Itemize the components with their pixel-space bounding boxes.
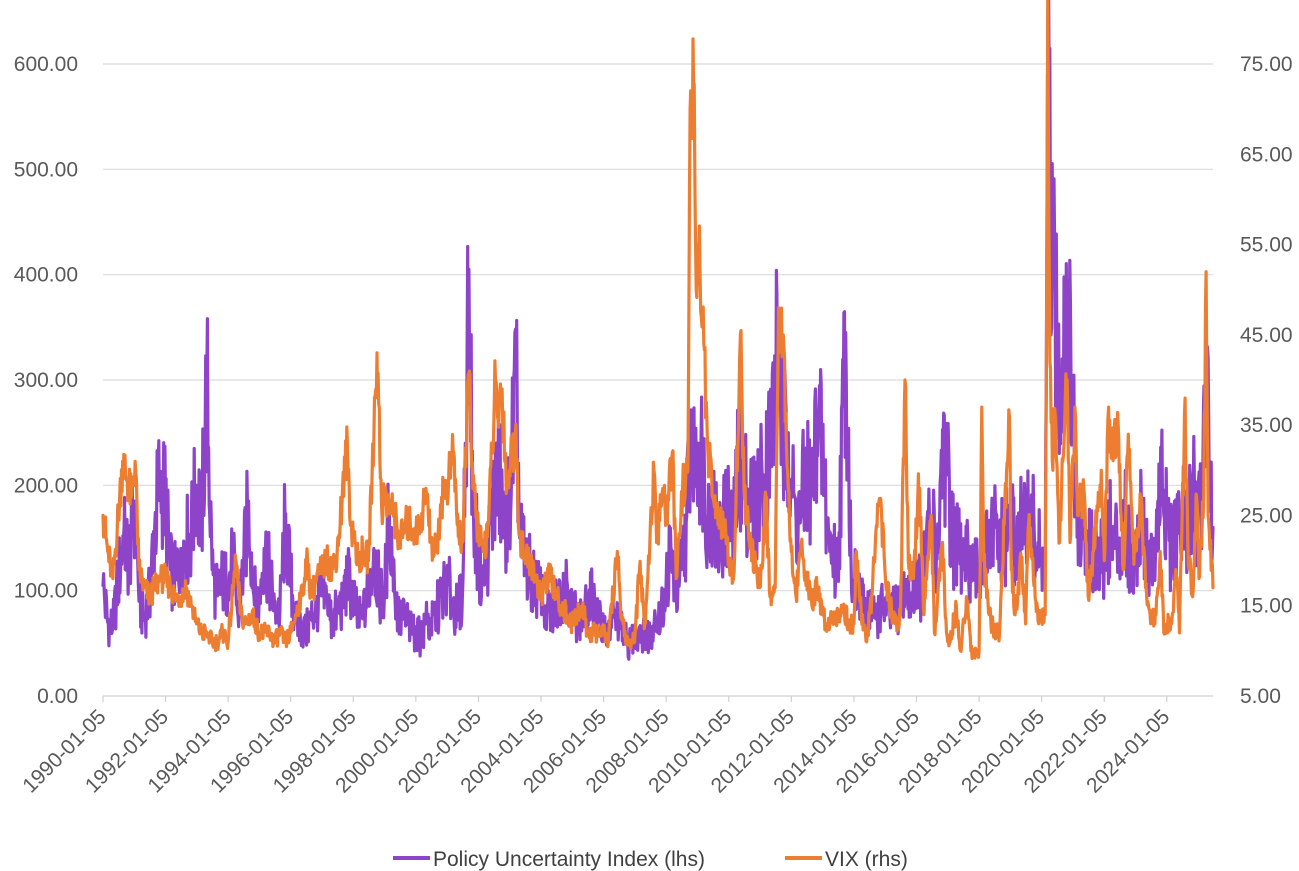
series-lines <box>101 0 1215 661</box>
x-axis: 1990-01-051992-01-051994-01-051996-01-05… <box>18 695 1213 797</box>
right-y-tick-label: 75.00 <box>1240 53 1293 76</box>
left-y-tick-label: 200.00 <box>14 474 78 497</box>
left-y-tick-label: 500.00 <box>14 158 78 181</box>
right-y-tick-label: 25.00 <box>1240 504 1293 527</box>
right-y-tick-label: 5.00 <box>1240 685 1281 708</box>
left-y-tick-label: 400.00 <box>14 264 78 287</box>
left-y-tick-label: 0.00 <box>37 685 78 708</box>
left-y-tick-label: 100.00 <box>14 580 78 603</box>
left-y-axis: 0.00 100.00 200.00 300.00 400.00 500.00 600.00 <box>14 53 78 708</box>
left-y-tick-label: 600.00 <box>14 53 78 76</box>
series-line-vix <box>101 0 1215 661</box>
right-y-tick-label: 45.00 <box>1240 324 1293 347</box>
legend-label-policy-uncertainty: Policy Uncertainty Index (lhs) <box>433 848 705 871</box>
right-y-tick-label: 55.00 <box>1240 234 1293 257</box>
legend: Policy Uncertainty Index (lhs) VIX (rhs) <box>393 848 908 871</box>
right-y-tick-label: 65.00 <box>1240 143 1293 166</box>
left-y-tick-label: 300.00 <box>14 369 78 392</box>
right-y-tick-label: 15.00 <box>1240 595 1293 618</box>
right-y-tick-label: 35.00 <box>1240 414 1293 437</box>
right-y-axis: 5.00 15.00 25.00 35.00 45.00 55.00 65.00 75.00 <box>1240 53 1293 708</box>
legend-label-vix: VIX (rhs) <box>825 848 908 871</box>
series-line-policy-uncertainty <box>101 0 1215 661</box>
